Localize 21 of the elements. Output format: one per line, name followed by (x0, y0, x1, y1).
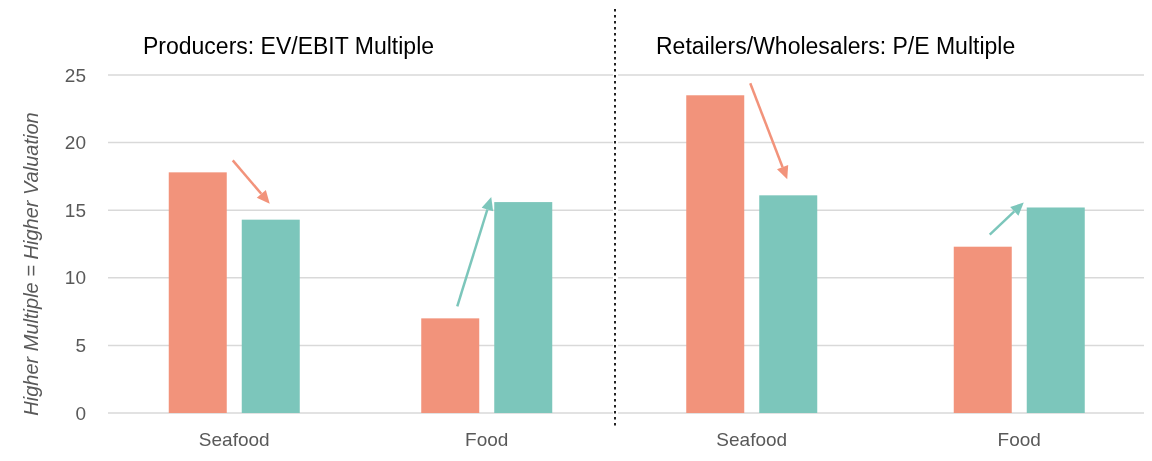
y-tick-label: 5 (75, 335, 86, 357)
y-tick-label: 10 (64, 267, 86, 289)
y-tick-label: 15 (64, 199, 86, 221)
y-tick-label: 0 (75, 402, 86, 424)
bar (1026, 207, 1085, 413)
y-tick-label: 25 (64, 64, 86, 86)
x-tick-label: Food (465, 429, 509, 450)
bar (759, 195, 818, 413)
x-tick-label: Food (997, 429, 1041, 450)
bar (421, 318, 480, 413)
bar (686, 95, 745, 413)
y-axis-title: Higher Multiple = Higher Valuation (20, 112, 42, 416)
x-tick-label: Seafood (716, 429, 788, 450)
bar (241, 219, 300, 413)
x-tick-label: Seafood (198, 429, 270, 450)
chart-title: Retailers/Wholesalers: P/E Multiple (656, 33, 1016, 59)
chart-title: Producers: EV/EBIT Multiple (143, 33, 435, 59)
y-tick-label: 20 (64, 132, 86, 154)
bar (953, 246, 1012, 413)
bar (168, 172, 227, 413)
bar (494, 202, 553, 413)
